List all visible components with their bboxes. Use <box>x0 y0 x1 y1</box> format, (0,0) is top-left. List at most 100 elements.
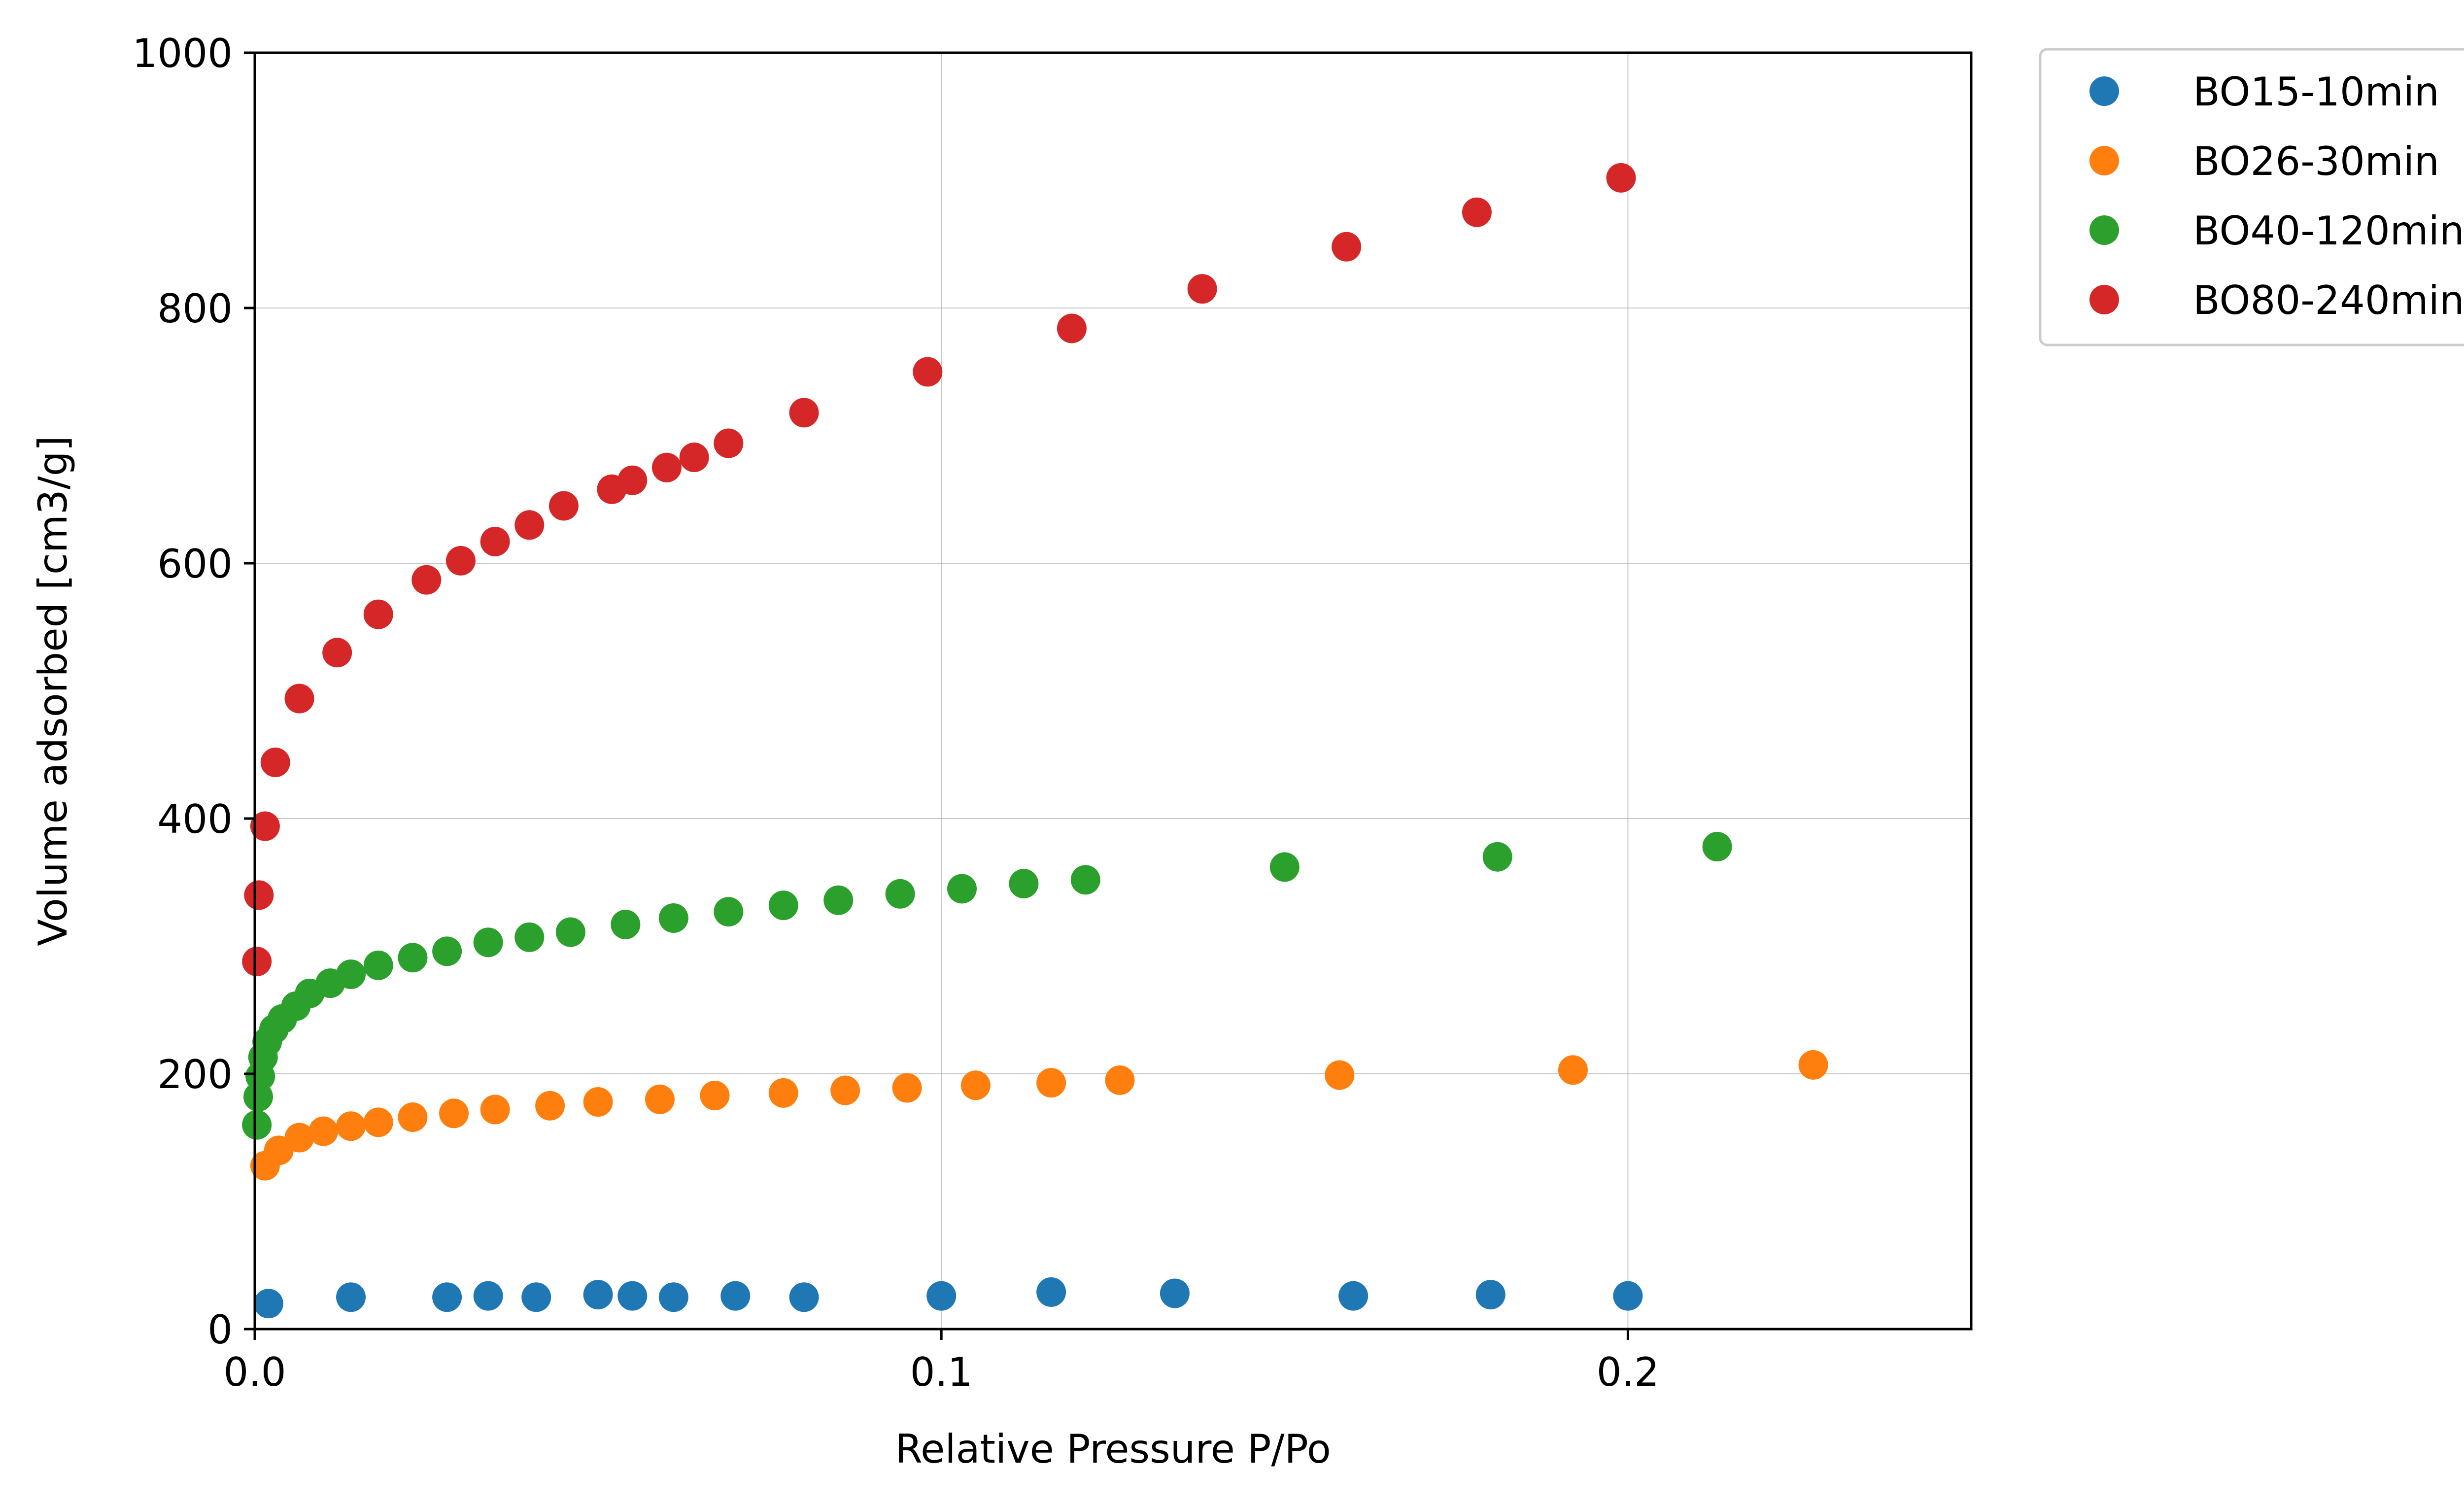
data-point <box>363 1107 393 1137</box>
data-point <box>260 748 290 778</box>
data-points <box>242 163 1828 1319</box>
legend-marker <box>2089 146 2119 175</box>
data-point <box>398 943 428 973</box>
legend-label: BO26-30min <box>2193 138 2439 184</box>
legend-item: BO26-30min <box>2089 138 2439 184</box>
legend-items: BO15-10min BO26-30min BO40-120min BO80-240m… <box>2089 69 2464 323</box>
y-tick-label: 400 <box>157 796 233 842</box>
data-point <box>480 1095 510 1125</box>
data-point <box>926 1281 957 1311</box>
data-point <box>473 927 503 958</box>
data-point <box>658 903 688 933</box>
data-point <box>768 1078 798 1108</box>
data-point <box>1702 831 1732 861</box>
legend-item: BO80-240min <box>2089 277 2464 323</box>
y-tick-label: 600 <box>157 541 233 587</box>
data-point <box>363 950 393 980</box>
data-point <box>789 398 819 428</box>
legend: BO15-10min BO26-30min BO40-120min BO80-240m… <box>2039 48 2464 346</box>
legend-item: BO40-120min <box>2089 208 2464 254</box>
data-point <box>336 959 366 989</box>
data-point <box>336 1282 366 1312</box>
data-point <box>960 1070 991 1100</box>
legend-marker <box>2089 215 2119 245</box>
series-group <box>253 1277 1643 1319</box>
data-point <box>611 909 641 939</box>
data-point <box>308 1116 339 1146</box>
data-point <box>583 1087 613 1117</box>
data-point <box>720 1281 751 1311</box>
legend-marker <box>2089 285 2119 314</box>
data-point <box>1325 1060 1355 1090</box>
data-point <box>250 811 280 841</box>
data-point <box>432 936 462 966</box>
data-point <box>830 1075 860 1105</box>
data-point <box>244 880 274 910</box>
data-point <box>1482 842 1512 872</box>
y-tick-label: 200 <box>157 1052 233 1097</box>
data-point <box>892 1073 922 1103</box>
data-point <box>432 1282 462 1312</box>
data-point <box>284 1123 314 1153</box>
legend-item: BO15-10min <box>2089 69 2439 115</box>
y-tick-label: 1000 <box>132 31 233 76</box>
series-group <box>242 831 1732 1140</box>
data-point <box>1462 197 1492 227</box>
data-point <box>514 922 545 952</box>
data-point <box>1009 869 1039 899</box>
data-point <box>411 565 442 595</box>
data-point <box>679 443 709 473</box>
data-point <box>645 1084 675 1114</box>
data-point <box>700 1081 730 1111</box>
data-point <box>768 890 798 921</box>
data-point <box>1332 232 1362 262</box>
data-point <box>1036 1068 1066 1098</box>
data-point <box>1187 274 1217 304</box>
y-tick-label: 800 <box>157 286 233 332</box>
data-point <box>617 1281 648 1311</box>
data-point <box>1105 1065 1135 1095</box>
legend-label: BO40-120min <box>2193 208 2464 254</box>
data-point <box>1606 163 1636 193</box>
data-point <box>583 1280 613 1310</box>
data-point <box>336 1111 366 1141</box>
data-point <box>1798 1050 1828 1080</box>
x-tick-label: 0.2 <box>1597 1349 1659 1395</box>
y-axis-ticks: 0 200 400 600 800 1000 <box>132 31 255 1353</box>
data-point <box>714 428 744 458</box>
x-axis-label: Relative Pressure P/Po <box>895 1426 1331 1472</box>
data-point <box>1613 1281 1643 1311</box>
series-group <box>250 1050 1828 1181</box>
data-point <box>789 1282 819 1312</box>
data-point <box>947 874 977 904</box>
data-point <box>1558 1055 1588 1085</box>
data-point <box>714 897 744 927</box>
x-axis-ticks: 0.0 0.1 0.2 <box>223 1329 1659 1395</box>
data-point <box>548 491 579 521</box>
x-tick-label: 0.1 <box>910 1349 973 1395</box>
x-tick-label: 0.0 <box>223 1349 286 1395</box>
series-group <box>242 163 1636 977</box>
data-point <box>823 885 854 915</box>
y-tick-label: 0 <box>207 1307 233 1353</box>
data-point <box>242 1110 272 1140</box>
data-point <box>1475 1280 1506 1310</box>
data-point <box>242 947 272 977</box>
data-point <box>913 357 943 387</box>
data-point <box>1070 865 1100 895</box>
data-point <box>398 1102 428 1132</box>
legend-label: BO80-240min <box>2193 277 2464 323</box>
plot-frame <box>253 51 1973 1331</box>
data-point <box>555 917 585 947</box>
data-point <box>445 546 476 576</box>
data-point <box>1057 313 1087 343</box>
data-point <box>363 599 393 629</box>
data-point <box>1160 1278 1190 1308</box>
data-point <box>651 452 682 482</box>
legend-label: BO15-10min <box>2193 69 2439 115</box>
data-point <box>253 1289 283 1319</box>
data-point <box>439 1098 469 1129</box>
data-point <box>535 1091 565 1121</box>
data-point <box>521 1282 551 1312</box>
